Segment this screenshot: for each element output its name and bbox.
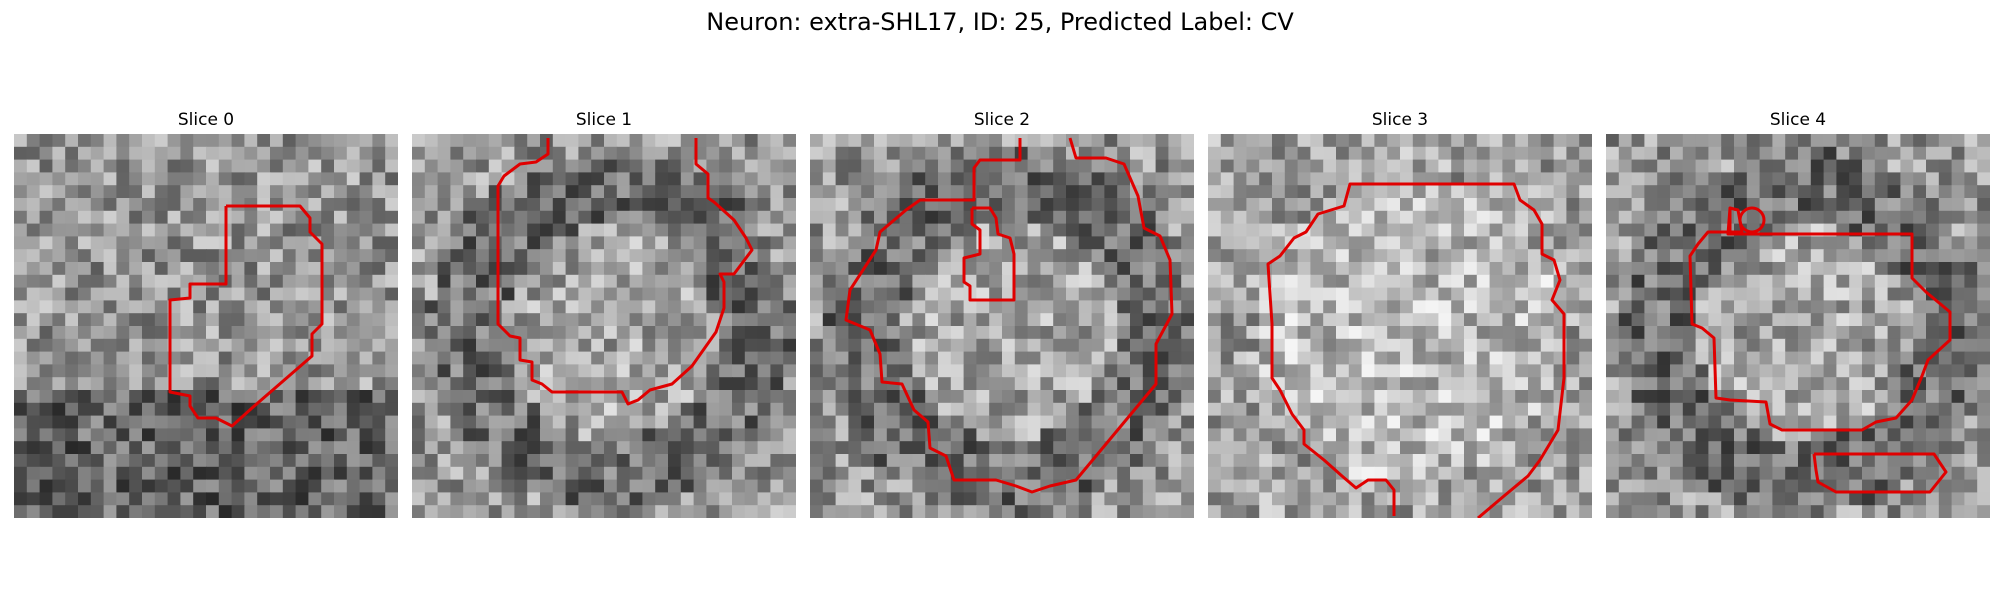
segmentation-contour xyxy=(168,204,324,428)
segmentation-contour-small xyxy=(1738,206,1766,234)
segmentation-contour xyxy=(1266,182,1566,518)
segmentation-contour-lower xyxy=(1812,452,1948,494)
slice-panel-4: Slice 4 xyxy=(1606,108,1990,518)
segmentation-contour xyxy=(496,138,754,406)
slice-title: Slice 4 xyxy=(1769,110,1827,130)
segmentation-contour-inner xyxy=(962,206,1016,302)
slice-panel-0: Slice 0 xyxy=(14,108,398,518)
figure-title: Neuron: extra-SHL17, ID: 25, Predicted L… xyxy=(706,8,1294,36)
slice-image-4 xyxy=(1606,134,1990,518)
slice-image-1 xyxy=(412,134,796,518)
segmentation-contour xyxy=(1688,206,1952,432)
slice-title: Slice 0 xyxy=(177,110,235,130)
slice-image-3 xyxy=(1208,134,1592,518)
slice-image-2 xyxy=(810,134,1194,518)
segmentation-contour xyxy=(844,137,1174,494)
slice-title: Slice 1 xyxy=(575,110,633,130)
slice-panel-1: Slice 1 xyxy=(412,108,796,518)
slice-title: Slice 2 xyxy=(973,110,1031,130)
slice-title: Slice 3 xyxy=(1371,110,1429,130)
slice-panel-3: Slice 3 xyxy=(1208,108,1592,518)
slice-panel-2: Slice 2 xyxy=(810,108,1194,518)
slice-image-0 xyxy=(14,134,398,518)
